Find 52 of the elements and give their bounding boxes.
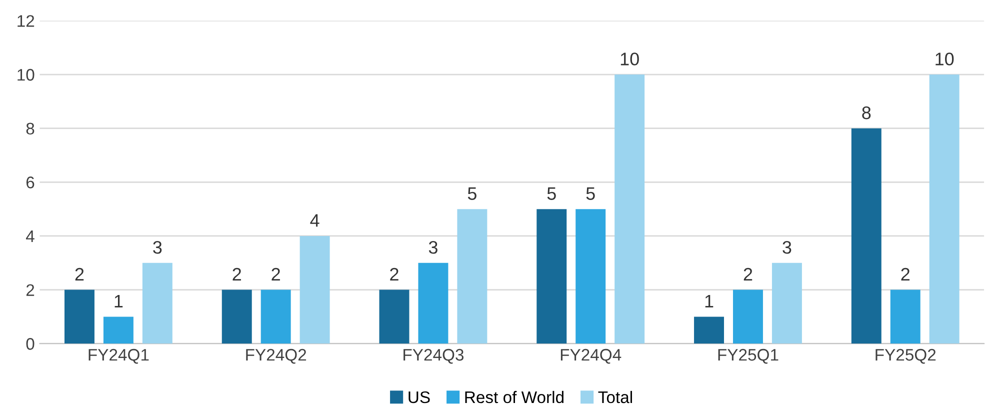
bar [890,290,920,344]
data-label: 5 [547,187,556,200]
bar [300,236,330,344]
data-label: 2 [744,268,752,280]
bar [576,209,606,344]
bar [260,290,291,344]
bar [851,128,882,344]
data-label: 2 [75,268,84,280]
x-tick-label: FY25Q2 [876,348,936,364]
data-label: 1 [705,294,714,308]
data-label: 8 [862,106,871,120]
x-tick-label: FY24Q2 [246,348,306,364]
bar [103,316,134,344]
y-tick-label: 2 [26,284,34,296]
y-tick-label: 4 [26,230,34,242]
data-label: 3 [428,240,438,254]
legend-label: US [408,391,430,404]
y-tick-label: 0 [26,338,34,350]
legend-label: Rest of World [465,390,564,404]
bar [64,290,94,344]
data-label: 3 [153,240,162,254]
y-tick-label: 8 [26,122,34,135]
bar [732,290,763,344]
bar [418,262,448,344]
data-label: 5 [586,187,595,200]
bar [694,316,724,344]
data-label: 2 [390,268,398,280]
data-label: 5 [468,187,476,200]
bar [379,290,410,344]
data-label: 2 [901,268,910,280]
bar [142,262,172,344]
legend-label: Total [598,390,632,404]
data-label: 4 [310,214,320,227]
x-tick-label: FY24Q1 [88,348,149,364]
data-label: 2 [232,268,241,280]
data-label: 10 [936,52,954,66]
x-tick-label: FY24Q3 [404,348,464,364]
y-tick-label: 6 [26,176,34,188]
x-tick-label: FY24Q4 [560,348,622,364]
bar [222,290,252,344]
bar [614,74,645,344]
bar [929,74,960,344]
data-label: 1 [114,294,123,308]
x-tick-label: FY25Q1 [718,348,778,364]
data-label: 10 [620,52,639,66]
data-label: 2 [272,268,280,280]
bar [536,209,567,344]
bar [457,209,488,344]
bar [772,262,802,344]
y-tick-label: 10 [18,68,34,81]
y-tick-label: 12 [18,15,34,27]
data-label: 3 [782,240,792,254]
